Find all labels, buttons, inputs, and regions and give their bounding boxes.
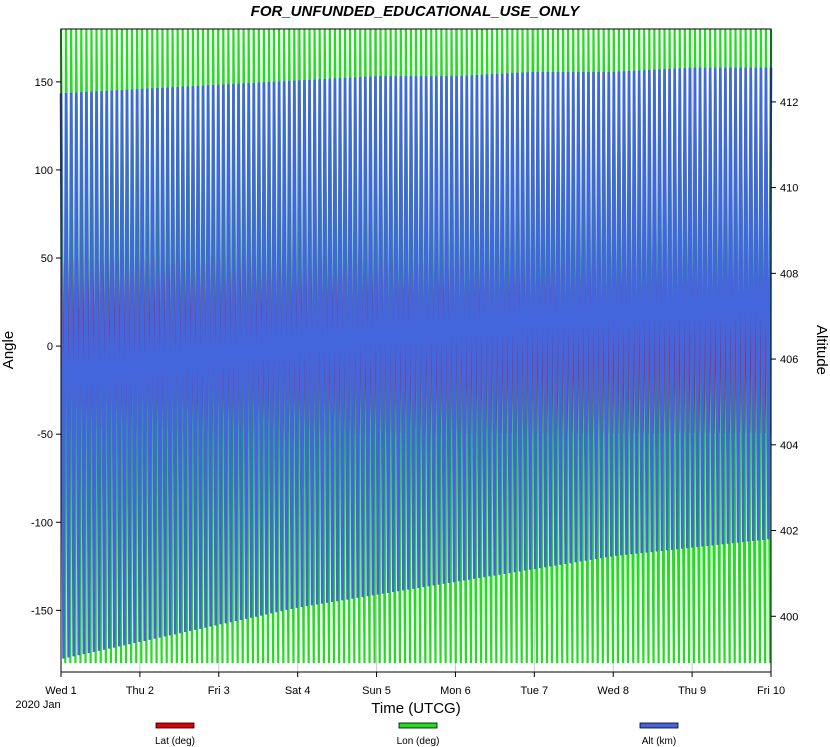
chart-title: FOR_UNFUNDED_EDUCATIONAL_USE_ONLY xyxy=(251,3,582,20)
y-tick-left-label: 50 xyxy=(41,253,53,265)
legend-swatch xyxy=(398,722,438,729)
x-tick-label: Fri 3 xyxy=(208,685,230,697)
legend-swatch xyxy=(639,722,679,729)
x-tick-label: Fri 10 xyxy=(757,685,785,697)
x-axis-sub-label: 2020 Jan xyxy=(15,699,60,711)
legend-label: Lon (deg) xyxy=(397,736,440,747)
y-axis-right: 400 402 404 406 408 410 412 xyxy=(771,97,798,623)
y-axis-right-title: Altitude xyxy=(813,325,830,375)
y-tick-left-label: -50 xyxy=(37,429,53,441)
y-tick-right-label: 408 xyxy=(780,268,798,280)
y-tick-left-label: -100 xyxy=(31,517,53,529)
y-tick-right-label: 410 xyxy=(780,183,798,195)
x-tick-label: Wed 1 xyxy=(45,685,77,697)
x-tick-label: Sat 4 xyxy=(285,685,311,697)
y-tick-right-label: 402 xyxy=(780,526,798,538)
y-axis-left: -150 -100 -50 0 50 100 150 xyxy=(31,77,61,617)
y-tick-right-label: 412 xyxy=(780,97,798,109)
y-axis-left-title: Angle xyxy=(0,331,17,369)
plot-frame xyxy=(60,28,772,673)
legend-label: Lat (deg) xyxy=(155,736,195,747)
legend: Lat (deg) Lon (deg) Alt (km) xyxy=(155,722,679,747)
legend-label: Alt (km) xyxy=(642,736,676,747)
series-group xyxy=(59,28,773,664)
x-tick-label: Sun 5 xyxy=(362,685,391,697)
y-tick-left-label: 100 xyxy=(35,165,53,177)
legend-swatch xyxy=(155,722,195,729)
y-tick-left-label: 0 xyxy=(47,341,53,353)
x-axis-title: Time (UTCG) xyxy=(371,700,460,717)
y-tick-left-label: 150 xyxy=(35,77,53,89)
y-tick-right-label: 406 xyxy=(780,354,798,366)
y-tick-left-label: -150 xyxy=(31,605,53,617)
series-line-alt xyxy=(59,67,773,659)
x-tick-label: Thu 2 xyxy=(126,685,154,697)
x-tick-label: Thu 9 xyxy=(678,685,706,697)
x-tick-label: Wed 8 xyxy=(597,685,629,697)
x-axis: Wed 1 Thu 2 Fri 3 Sat 4 Sun 5 Mon 6 Tue 7 Wed 8… xyxy=(45,672,785,697)
x-tick-label: Tue 7 xyxy=(520,685,548,697)
x-tick-label: Mon 6 xyxy=(440,685,471,697)
y-tick-right-label: 404 xyxy=(780,440,798,452)
y-tick-right-label: 400 xyxy=(780,611,798,623)
